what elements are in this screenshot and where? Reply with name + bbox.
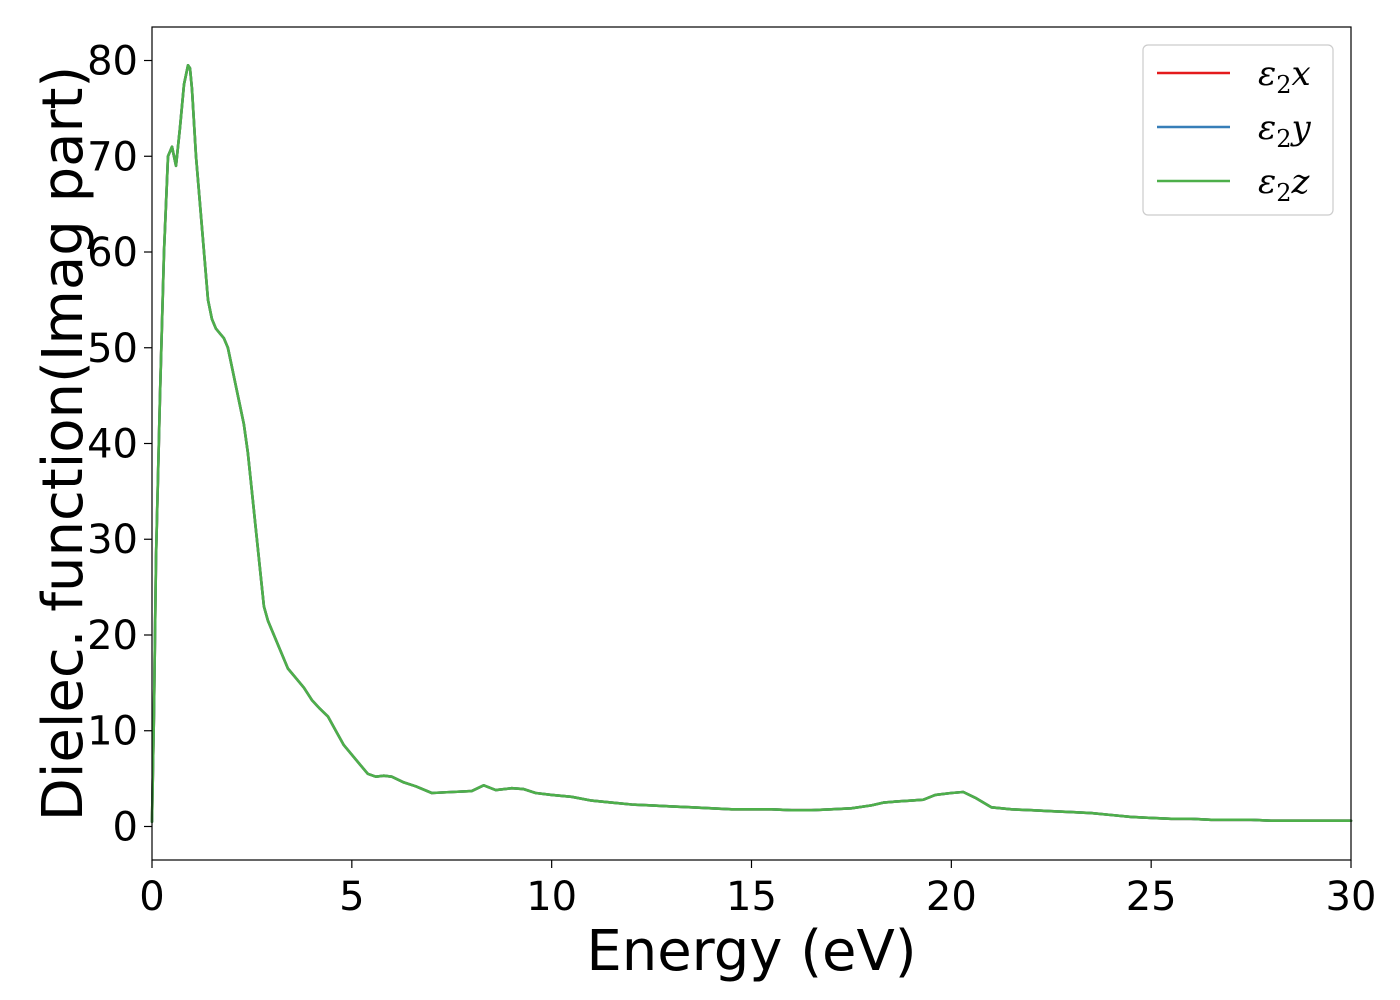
y-tick-label: 30 <box>87 517 138 563</box>
legend-box <box>1142 44 1334 216</box>
legend: ε2x ε2y ε2z <box>1142 44 1334 216</box>
x-tick-label: 15 <box>726 874 777 920</box>
legend-label-1: ε2x <box>1258 54 1311 99</box>
legend-label-3: ε2z <box>1258 162 1311 207</box>
y-tick-label: 80 <box>87 39 138 85</box>
lines-layer <box>150 64 1353 824</box>
y-tick-label: 20 <box>87 613 138 659</box>
y-tick-label: 50 <box>87 326 138 372</box>
y-tick-label: 70 <box>87 134 138 180</box>
legend-label-2: ε2y <box>1258 108 1312 153</box>
y-tick-label: 0 <box>113 804 138 850</box>
y-tick-label: 10 <box>87 709 138 755</box>
y-tick-label: 40 <box>87 422 138 468</box>
y-axis-label: Dielec. function(Imag part) <box>31 66 96 822</box>
x-tick-label: 5 <box>339 874 364 920</box>
legend-items: ε2x ε2y ε2z <box>1157 54 1312 207</box>
x-tick-label: 30 <box>1326 874 1377 920</box>
ticks-layer: 0 5 10 15 20 25 30 0 10 20 30 40 50 60 70 80 <box>87 39 1376 920</box>
x-axis-label: Energy (eV) <box>586 919 916 984</box>
plot-frame <box>151 26 1352 861</box>
x-tick-label: 10 <box>526 874 577 920</box>
series-line-3 <box>150 64 1353 824</box>
x-tick-label: 0 <box>139 874 164 920</box>
y-tick-label: 60 <box>87 230 138 276</box>
x-tick-label: 25 <box>1126 874 1177 920</box>
x-tick-label: 20 <box>926 874 977 920</box>
